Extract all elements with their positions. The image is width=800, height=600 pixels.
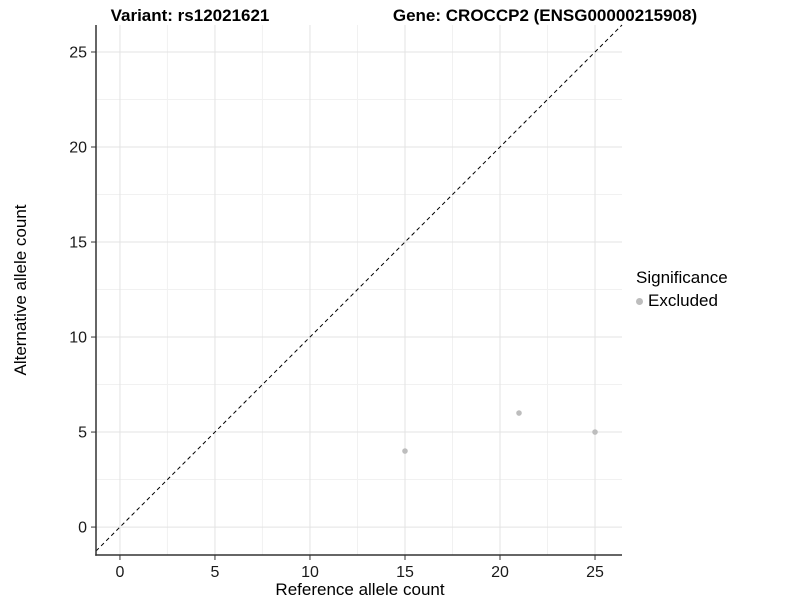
legend-item-excluded: Excluded [636,291,728,311]
grid-major [96,25,622,555]
y-tick-label: 0 [78,520,87,537]
legend-point-icon [636,297,643,305]
y-tick-label: 15 [69,235,87,252]
x-tick-label: 20 [491,564,509,581]
x-tick-label: 25 [586,564,604,581]
y-tick-label: 20 [69,140,87,157]
data-point [516,410,522,416]
y-tick-label: 10 [69,330,87,347]
data-point [402,448,408,454]
x-tick-label: 5 [211,564,220,581]
x-tick-label: 0 [115,564,124,581]
y-axis-title: Alternative allele count [11,204,30,376]
x-axis-title: Reference allele count [275,580,445,599]
x-tick-label: 10 [301,564,319,581]
plot-title-gene: Gene: CROCCP2 (ENSG00000215908) [392,6,698,25]
grid-minor [96,25,622,555]
legend-item-label: Excluded [648,291,718,310]
identity-line [95,24,623,552]
plot-title-variant: Variant: rs12021621 [110,6,270,25]
x-tick-label: 15 [396,564,414,581]
y-axis-ticks: 0 5 10 15 20 25 [69,44,96,537]
legend-title: Significance [636,268,728,287]
y-tick-label: 5 [78,425,87,442]
data-point [592,429,598,435]
x-axis-ticks: 0 5 10 15 20 25 [115,555,604,581]
y-tick-label: 25 [69,44,87,61]
axis-lines [95,25,622,556]
data-points [402,410,598,454]
legend: Significance Excluded [636,268,728,311]
